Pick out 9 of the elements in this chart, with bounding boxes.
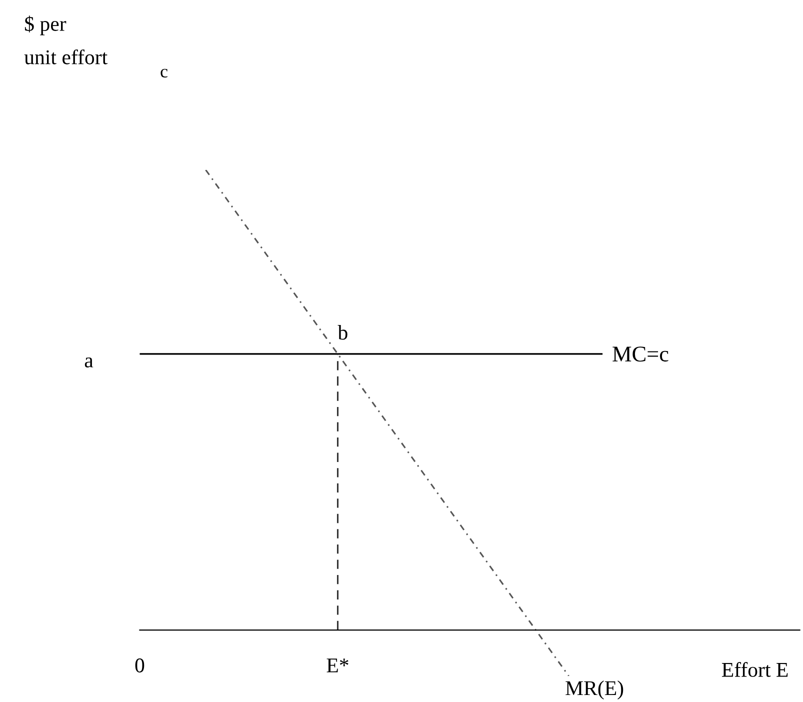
annotation: b xyxy=(338,325,348,340)
text: MR(E) xyxy=(566,680,624,700)
x-axis-title: Effort E xyxy=(722,662,788,677)
annotation: MC=c xyxy=(612,346,668,362)
x-tick-label: 0 xyxy=(135,658,144,672)
text: c xyxy=(160,68,168,78)
text: $ per unit effort xyxy=(24,16,108,64)
annotation: a xyxy=(84,358,94,368)
x-tick-label: E* xyxy=(326,658,348,672)
